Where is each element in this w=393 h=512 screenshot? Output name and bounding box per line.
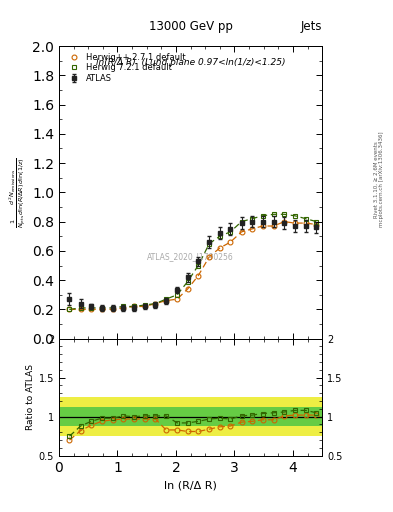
Herwig++ 2.7.1 default bbox=[175, 296, 180, 302]
Herwig 7.2.1 default bbox=[228, 229, 233, 235]
Line: Herwig 7.2.1 default: Herwig 7.2.1 default bbox=[67, 212, 319, 312]
Herwig++ 2.7.1 default bbox=[239, 229, 244, 235]
Herwig 7.2.1 default bbox=[89, 305, 94, 311]
Herwig++ 2.7.1 default bbox=[110, 306, 115, 312]
Text: Jets: Jets bbox=[301, 20, 322, 33]
Herwig 7.2.1 default bbox=[271, 211, 276, 218]
Herwig 7.2.1 default bbox=[163, 296, 168, 302]
Text: ln(R/Δ R)  (Lund plane 0.97<ln(1/z)<1.25): ln(R/Δ R) (Lund plane 0.97<ln(1/z)<1.25) bbox=[96, 58, 285, 67]
Herwig 7.2.1 default bbox=[132, 304, 136, 310]
Herwig 7.2.1 default bbox=[292, 212, 297, 219]
Herwig++ 2.7.1 default bbox=[228, 239, 233, 245]
Herwig++ 2.7.1 default bbox=[99, 306, 104, 312]
Line: Herwig++ 2.7.1 default: Herwig++ 2.7.1 default bbox=[67, 219, 319, 312]
Text: 13000 GeV pp: 13000 GeV pp bbox=[149, 20, 233, 33]
Legend: Herwig++ 2.7.1 default, Herwig 7.2.1 default, ATLAS: Herwig++ 2.7.1 default, Herwig 7.2.1 def… bbox=[63, 50, 188, 86]
Herwig 7.2.1 default bbox=[99, 305, 104, 311]
Herwig 7.2.1 default bbox=[121, 304, 126, 310]
Herwig++ 2.7.1 default bbox=[314, 222, 319, 228]
Herwig++ 2.7.1 default bbox=[207, 253, 212, 260]
Herwig++ 2.7.1 default bbox=[196, 273, 200, 279]
Herwig 7.2.1 default bbox=[110, 305, 115, 311]
Herwig 7.2.1 default bbox=[217, 233, 222, 239]
Herwig 7.2.1 default bbox=[175, 292, 180, 298]
Herwig 7.2.1 default bbox=[207, 241, 212, 247]
Herwig++ 2.7.1 default bbox=[250, 226, 254, 232]
Herwig++ 2.7.1 default bbox=[78, 306, 83, 312]
Text: mcplots.cern.ch [arXiv:1306.3436]: mcplots.cern.ch [arXiv:1306.3436] bbox=[380, 132, 384, 227]
Y-axis label: $\frac{1}{N_\mathrm{jets}}\frac{d^2N_\mathrm{emissions}}{d\ln(R/\Delta R)\,d\ln(: $\frac{1}{N_\mathrm{jets}}\frac{d^2N_\ma… bbox=[7, 157, 28, 228]
Herwig 7.2.1 default bbox=[185, 279, 190, 285]
Herwig++ 2.7.1 default bbox=[153, 301, 158, 307]
Herwig 7.2.1 default bbox=[78, 305, 83, 311]
Herwig 7.2.1 default bbox=[153, 301, 158, 307]
Herwig++ 2.7.1 default bbox=[282, 219, 286, 225]
Y-axis label: Ratio to ATLAS: Ratio to ATLAS bbox=[26, 364, 35, 430]
Herwig 7.2.1 default bbox=[282, 211, 286, 218]
Herwig++ 2.7.1 default bbox=[185, 286, 190, 292]
Text: ATLAS_2020_I1790256: ATLAS_2020_I1790256 bbox=[147, 252, 234, 261]
Herwig 7.2.1 default bbox=[314, 219, 319, 225]
Herwig++ 2.7.1 default bbox=[132, 304, 136, 310]
Herwig 7.2.1 default bbox=[67, 306, 72, 312]
Herwig 7.2.1 default bbox=[143, 302, 147, 308]
Herwig 7.2.1 default bbox=[260, 212, 265, 219]
Herwig 7.2.1 default bbox=[250, 216, 254, 222]
Herwig++ 2.7.1 default bbox=[260, 223, 265, 229]
Herwig++ 2.7.1 default bbox=[217, 245, 222, 251]
Herwig 7.2.1 default bbox=[303, 216, 308, 222]
Herwig++ 2.7.1 default bbox=[143, 304, 147, 310]
Herwig++ 2.7.1 default bbox=[67, 306, 72, 312]
Herwig 7.2.1 default bbox=[239, 219, 244, 225]
Herwig++ 2.7.1 default bbox=[303, 220, 308, 226]
Herwig++ 2.7.1 default bbox=[292, 220, 297, 226]
Herwig++ 2.7.1 default bbox=[121, 305, 126, 311]
Text: Rivet 3.1.10, ≥ 2.6M events: Rivet 3.1.10, ≥ 2.6M events bbox=[374, 141, 379, 218]
Herwig++ 2.7.1 default bbox=[89, 306, 94, 312]
Herwig++ 2.7.1 default bbox=[271, 223, 276, 229]
X-axis label: ln (R/Δ R): ln (R/Δ R) bbox=[164, 480, 217, 490]
Herwig 7.2.1 default bbox=[196, 263, 200, 269]
Herwig++ 2.7.1 default bbox=[163, 297, 168, 304]
